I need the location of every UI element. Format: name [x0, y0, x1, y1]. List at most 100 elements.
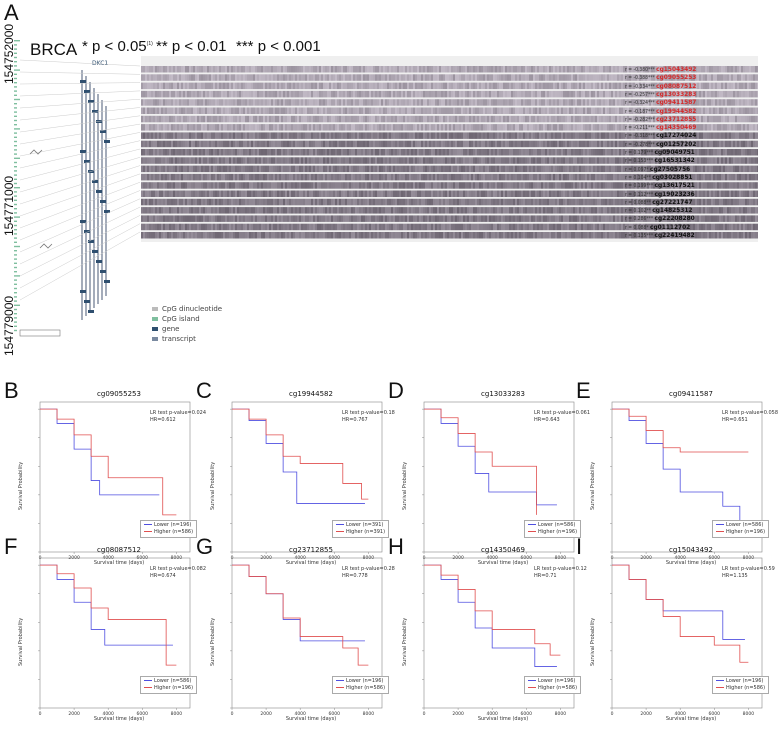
x-axis-label: Survival time (days) [606, 716, 776, 722]
km-title: cg13033283 [418, 390, 588, 398]
panel-letter: H [388, 534, 404, 560]
cpg-island-tick [14, 82, 17, 83]
exon-block [80, 220, 86, 223]
probe-connector [20, 72, 140, 74]
probe-label: r = 0.088* cg01112702 [625, 223, 690, 231]
cpg-island-tick [14, 330, 17, 331]
transcript-box [20, 330, 60, 336]
cpg-island-tick [14, 326, 17, 327]
cpg-island-tick [14, 246, 20, 247]
y-axis-label: Survival Probability [210, 462, 216, 510]
km-curve-higher [232, 565, 368, 665]
km-curve-lower [424, 565, 557, 666]
km-curve-lower [612, 409, 743, 529]
probe-label: r = 0.199*** cg13617521 [625, 181, 695, 189]
cpg-island-tick [14, 69, 20, 70]
cpg-island-tick [14, 145, 17, 146]
probe-label: r = -0.187*** cg19944582 [625, 107, 696, 115]
cpg-island-tick [14, 61, 17, 62]
panel-letter: I [576, 534, 582, 560]
probe-label: r = -0.211*** cg14350469 [625, 123, 696, 131]
km-curve-higher [40, 409, 176, 515]
legend-gene: gene [152, 324, 222, 334]
cpg-island-tick [14, 250, 17, 251]
km-title: cg09055253 [34, 390, 204, 398]
exon-block [100, 200, 106, 203]
cpg-island-tick [14, 103, 17, 104]
legend-cpg-island: CpG island [152, 314, 222, 324]
km-title: cg14350469 [418, 546, 588, 554]
cpg-island-tick [14, 212, 17, 213]
cpg-island-tick [14, 99, 20, 100]
cpg-island-tick [14, 200, 17, 201]
km-legend: Lower (n=196)Higher (n=586) [524, 676, 581, 694]
cpg-island-tick [14, 237, 17, 238]
panel-a: A 154752000 154771000 154779000 BRCA * p… [0, 0, 778, 360]
probe-label: r = -0.282*** cg23712855 [625, 115, 696, 123]
cpg-dinucleotide-mark [40, 244, 52, 248]
exon-block [104, 140, 110, 143]
exon-block [100, 270, 106, 273]
cpg-island-tick [14, 284, 17, 285]
probe-label: r = 0.112*** cg19023236 [625, 190, 695, 198]
cpg-island-tick [14, 242, 17, 243]
cpg-island-tick [14, 305, 20, 306]
probe-label: r = 0.102** cg14825312 [625, 206, 692, 214]
y-axis-label: Survival Probability [590, 618, 596, 666]
cpg-island-tick [14, 233, 17, 234]
cpg-island-tick [14, 74, 17, 75]
cpg-island-tick [14, 153, 17, 154]
km-curve-higher [40, 565, 176, 665]
cpg-island-tick [14, 321, 17, 322]
probe-connector [20, 91, 140, 96]
y-axis-label: Survival Probability [402, 462, 408, 510]
probe-connector [20, 157, 140, 192]
probe-label: r = -0.334*** cg08087512 [625, 82, 696, 90]
y-axis-label: Survival Probability [590, 462, 596, 510]
significance-3: *** p < 0.001 [236, 38, 321, 55]
legend-transcript: transcript [152, 334, 222, 344]
probe-label: r = 0.153*** cg16531342 [625, 156, 695, 164]
km-legend: Lower (n=586)Higher (n=196) [140, 676, 197, 694]
panel-letter: B [4, 378, 19, 404]
exon-block [92, 250, 98, 253]
probe-label: r = -0.257*** cg13033283 [625, 90, 696, 98]
km-title: cg19944582 [226, 390, 396, 398]
cpg-island-tick [14, 300, 17, 301]
cpg-island-tick [14, 158, 20, 159]
cpg-island-tick [14, 288, 17, 289]
cpg-island-tick [14, 191, 17, 192]
y-axis-label: Survival Probability [402, 618, 408, 666]
cpg-island-tick [14, 309, 17, 310]
cpg-island-tick [14, 65, 17, 66]
cpg-island-tick [14, 195, 17, 196]
probe-connector [20, 99, 140, 108]
probe-connector [20, 60, 140, 66]
exon-block [96, 190, 102, 193]
exon-block [96, 260, 102, 263]
probe-label: r = 0.286*** cg22208280 [625, 214, 695, 222]
cpg-island-tick [14, 149, 17, 150]
cpg-dinucleotide-mark [30, 150, 42, 154]
cpg-island-tick [14, 229, 17, 230]
cpg-island-tick [14, 128, 20, 129]
cpg-island-tick [14, 204, 17, 205]
km-curve-lower [40, 409, 159, 495]
exon-block [80, 150, 86, 153]
cpg-island-tick [14, 292, 17, 293]
cpg-island-tick [14, 86, 17, 87]
probe-connector [20, 215, 140, 276]
probe-connector [20, 191, 140, 241]
cpg-island-tick [14, 40, 20, 41]
cpg-island-tick [14, 111, 17, 112]
cpg-island-tick [14, 317, 17, 318]
panel-letter: D [388, 378, 404, 404]
cpg-island-tick [14, 78, 17, 79]
probe-label: r = -0.388*** cg09055253 [625, 73, 696, 81]
